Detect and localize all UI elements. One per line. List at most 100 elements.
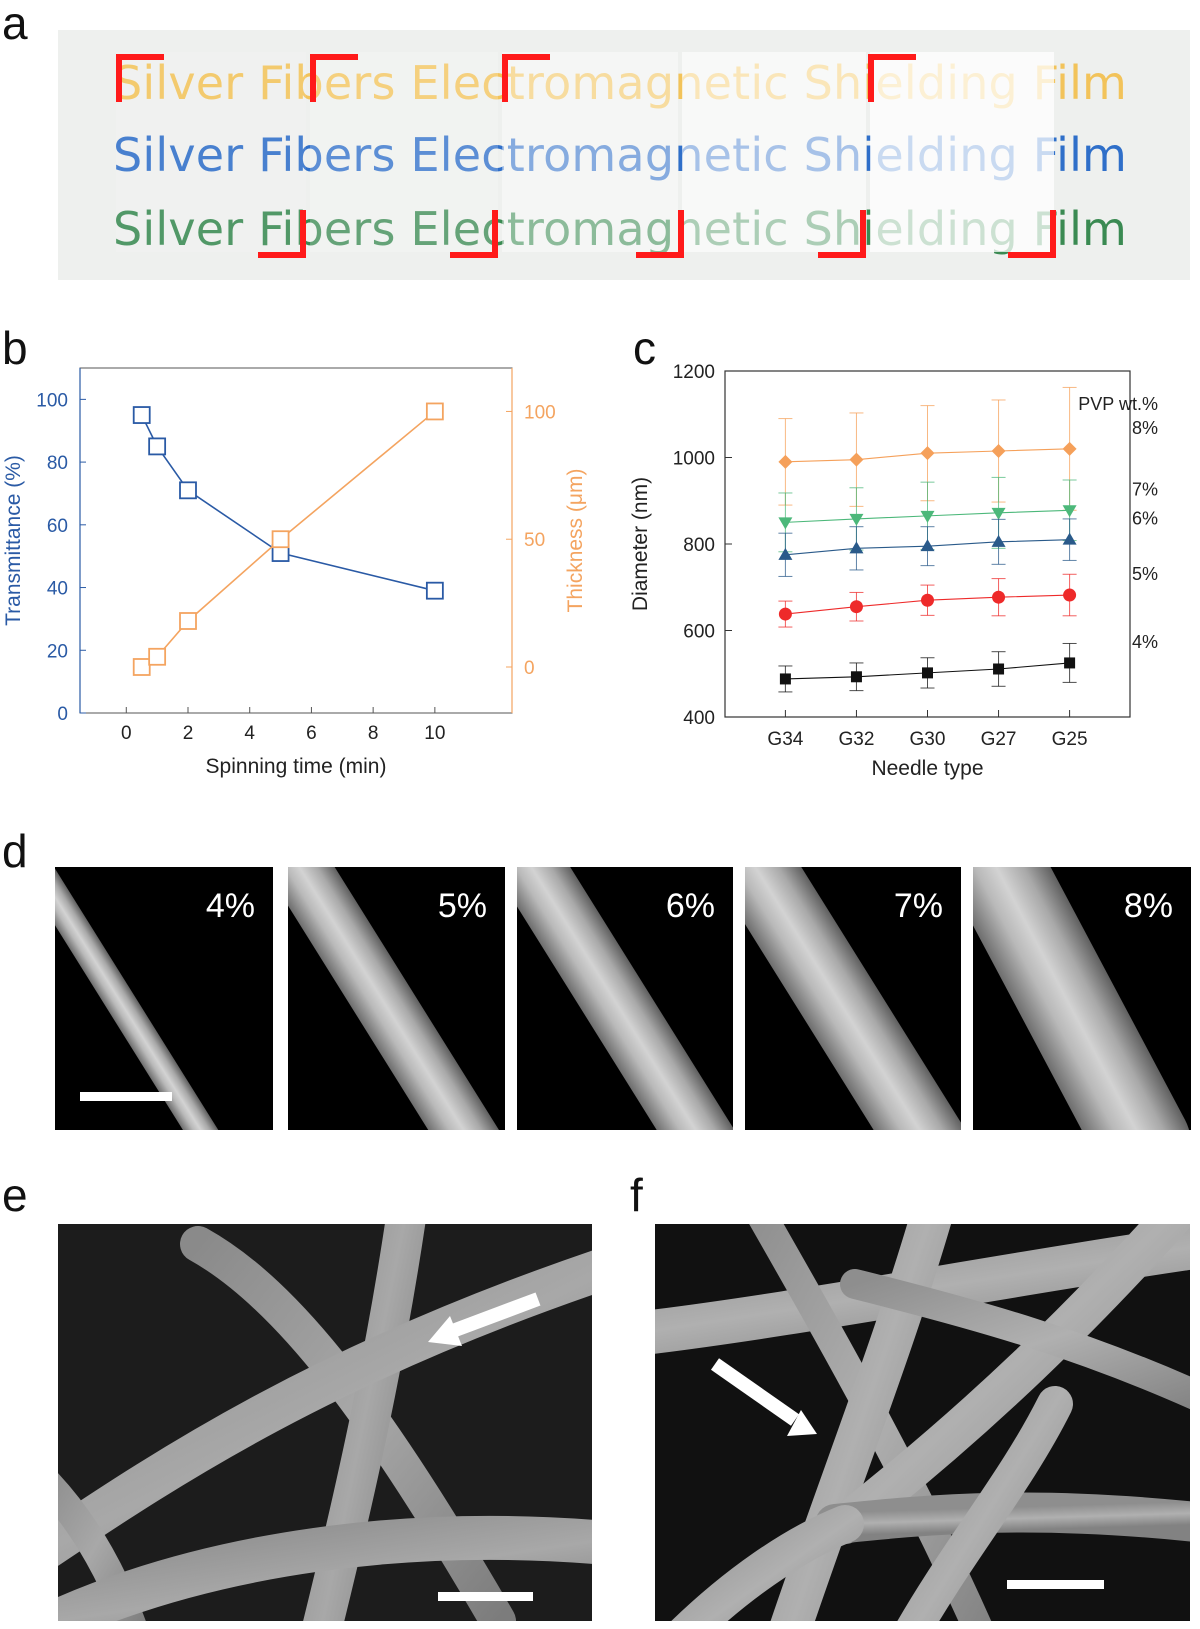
y-right-tick-label: 50: [524, 530, 545, 551]
data-point: [922, 667, 933, 679]
x-tick-label: 2: [183, 723, 194, 744]
x-tick-label: 0: [121, 723, 132, 744]
series-label: 7%: [1132, 479, 1158, 499]
data-point: [1062, 441, 1077, 456]
data-point: [1062, 532, 1077, 545]
fiber-network: [655, 1224, 1190, 1621]
scale-bar: [1007, 1580, 1104, 1589]
x-axis-label: Needle type: [871, 757, 983, 780]
data-point: [1062, 505, 1077, 518]
x-tick-label: 6: [306, 723, 317, 744]
film-square-3: [502, 52, 678, 252]
corner-bracket: [636, 210, 684, 258]
chart-diameter-needle: 400 600 800 1000 1200 G34 G32 G30 G27 G25 Needle t…: [629, 362, 1158, 780]
data-point-left: [132, 406, 151, 424]
data-point-right: [425, 402, 444, 421]
series-label: 4%: [1132, 632, 1158, 652]
data-point: [920, 510, 935, 523]
x-tick-label: G32: [838, 729, 874, 750]
film-square-2: [310, 52, 498, 252]
data-point: [778, 454, 793, 469]
data-point: [849, 513, 864, 526]
data-point: [850, 671, 862, 683]
series-label: 8%: [1132, 418, 1158, 438]
data-point: [1063, 588, 1077, 602]
y-right-tick-label: 100: [524, 402, 556, 423]
corner-bracket: [258, 210, 306, 258]
data-point: [991, 534, 1006, 547]
fiber-network: [58, 1224, 592, 1621]
y-left-tick-label: 80: [47, 453, 68, 474]
film-square-1: [116, 52, 306, 252]
data-point: [849, 600, 863, 614]
panel-label-f: f: [630, 1169, 643, 1221]
sem-label: 6%: [665, 887, 715, 925]
sem-image-junction-e: [58, 1224, 592, 1621]
y-right-axis-label: Thickness (μm): [564, 469, 587, 613]
arrow-icon: [710, 1358, 817, 1436]
y-tick-label: 800: [683, 535, 715, 556]
data-point: [778, 607, 792, 621]
y-left-tick-label: 0: [57, 704, 68, 725]
legend-title: PVP wt.%: [1078, 394, 1158, 414]
corner-bracket: [502, 54, 550, 102]
x-tick-label: 10: [424, 723, 445, 744]
sem-image-7pct: 7%: [745, 867, 961, 1130]
data-point: [991, 507, 1006, 520]
data-point: [849, 541, 864, 554]
panel-label-e: e: [2, 1169, 28, 1221]
data-point-right: [271, 530, 290, 549]
data-point-right: [132, 658, 151, 676]
y-tick-label: 1200: [673, 362, 715, 383]
data-point: [1064, 657, 1076, 669]
sem-image-6pct: 6%: [517, 867, 733, 1130]
corner-bracket: [1008, 210, 1056, 258]
y-tick-label: 600: [683, 622, 715, 643]
x-tick-label: G30: [910, 729, 946, 750]
data-point: [992, 590, 1006, 604]
scale-bar: [438, 1592, 533, 1601]
y-left-tick-label: 20: [47, 641, 68, 662]
y-left-tick-label: 60: [47, 516, 68, 537]
corner-bracket: [868, 54, 916, 102]
x-tick-label: G27: [981, 729, 1017, 750]
panel-label-b: b: [2, 322, 28, 374]
data-point: [778, 547, 793, 560]
sem-label: 7%: [893, 887, 943, 925]
y-left-axis-label: Transmittance (%): [2, 455, 25, 626]
data-point-right: [179, 612, 197, 630]
film-square-4: [682, 52, 866, 252]
sem-label: 5%: [437, 887, 487, 925]
x-axis-label: Spinning time (min): [206, 755, 387, 778]
arrow-icon: [428, 1292, 541, 1346]
series-label: 6%: [1132, 509, 1158, 529]
y-left-tick-label: 100: [36, 390, 68, 411]
y-axis-label: Diameter (nm): [629, 477, 652, 611]
data-point: [993, 663, 1005, 675]
corner-bracket: [310, 54, 358, 102]
panel-label-d: d: [2, 825, 28, 877]
y-left-tick-label: 40: [47, 579, 68, 600]
data-point: [920, 446, 935, 461]
y-right-tick-label: 0: [524, 658, 535, 679]
sem-image-junction-f: [655, 1224, 1190, 1621]
sem-image-8pct: 8%: [973, 867, 1191, 1130]
data-point-right: [148, 647, 167, 666]
series-label: 5%: [1132, 564, 1158, 584]
y-tick-label: 400: [683, 708, 715, 729]
data-point: [921, 593, 934, 607]
data-point: [779, 673, 791, 685]
sem-label: 8%: [1123, 887, 1173, 925]
x-tick-label: 8: [368, 723, 379, 744]
corner-bracket: [116, 54, 164, 102]
x-tick-label: G34: [767, 729, 803, 750]
sem-image-4pct: 4%: [55, 867, 273, 1130]
x-tick-label: 4: [244, 723, 255, 744]
corner-bracket: [818, 210, 866, 258]
data-point: [920, 539, 935, 552]
film-photo: Silver Fibers Electromagnetic Shielding …: [58, 30, 1190, 280]
panel-label-a: a: [2, 0, 28, 49]
panel-label-c: c: [633, 322, 656, 374]
data-point-left: [179, 481, 197, 500]
